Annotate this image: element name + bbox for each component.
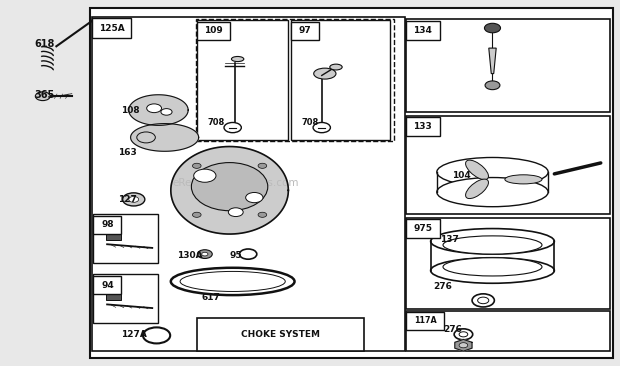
Bar bbox=[406, 220, 440, 238]
Text: 163: 163 bbox=[118, 147, 137, 157]
Polygon shape bbox=[455, 339, 472, 351]
Circle shape bbox=[137, 132, 156, 143]
Text: 276: 276 bbox=[444, 325, 463, 334]
Bar bbox=[91, 8, 613, 358]
Bar bbox=[197, 318, 365, 351]
Circle shape bbox=[161, 109, 172, 115]
Ellipse shape bbox=[314, 68, 336, 79]
Ellipse shape bbox=[443, 236, 542, 254]
Circle shape bbox=[258, 212, 267, 217]
Bar bbox=[406, 312, 445, 329]
Text: 975: 975 bbox=[414, 224, 432, 234]
Bar bbox=[92, 18, 131, 38]
Text: eReplacementParts.com: eReplacementParts.com bbox=[172, 178, 299, 188]
Circle shape bbox=[228, 208, 243, 217]
Text: 109: 109 bbox=[204, 26, 223, 36]
Ellipse shape bbox=[443, 258, 542, 276]
Circle shape bbox=[239, 249, 257, 259]
Polygon shape bbox=[129, 95, 188, 126]
Ellipse shape bbox=[431, 229, 554, 254]
Text: 365: 365 bbox=[35, 90, 55, 101]
Ellipse shape bbox=[466, 160, 489, 180]
Bar bbox=[406, 117, 440, 136]
Bar bbox=[406, 116, 610, 214]
Bar bbox=[197, 20, 288, 140]
Bar bbox=[197, 22, 229, 40]
Text: 97: 97 bbox=[299, 26, 312, 36]
Bar bbox=[92, 17, 405, 351]
Circle shape bbox=[35, 92, 50, 101]
Bar bbox=[106, 231, 122, 239]
Text: 127A: 127A bbox=[122, 330, 147, 339]
Text: 617: 617 bbox=[202, 294, 221, 302]
Polygon shape bbox=[171, 146, 288, 234]
Circle shape bbox=[313, 123, 330, 133]
Circle shape bbox=[129, 197, 139, 202]
Circle shape bbox=[459, 343, 467, 348]
Text: 117A: 117A bbox=[414, 316, 436, 325]
Text: 98: 98 bbox=[101, 220, 113, 229]
Bar bbox=[94, 274, 159, 324]
Circle shape bbox=[202, 252, 208, 256]
Ellipse shape bbox=[192, 163, 268, 211]
Circle shape bbox=[472, 294, 494, 307]
Circle shape bbox=[193, 169, 216, 182]
Text: 708: 708 bbox=[208, 118, 225, 127]
Text: 104: 104 bbox=[452, 171, 471, 180]
Circle shape bbox=[197, 250, 212, 258]
Text: 137: 137 bbox=[440, 235, 459, 244]
Bar bbox=[195, 19, 394, 141]
Circle shape bbox=[123, 193, 145, 206]
Ellipse shape bbox=[431, 258, 554, 283]
Bar bbox=[94, 216, 122, 234]
Ellipse shape bbox=[231, 56, 244, 61]
Circle shape bbox=[484, 23, 500, 33]
Text: 127: 127 bbox=[118, 195, 137, 204]
Bar bbox=[291, 20, 391, 140]
Circle shape bbox=[147, 104, 162, 113]
Text: 134: 134 bbox=[414, 26, 432, 35]
Ellipse shape bbox=[437, 157, 548, 187]
Bar bbox=[406, 218, 610, 309]
Circle shape bbox=[454, 329, 472, 340]
Text: CHOKE SYSTEM: CHOKE SYSTEM bbox=[241, 330, 321, 339]
Circle shape bbox=[192, 212, 201, 217]
Ellipse shape bbox=[180, 272, 285, 291]
Bar bbox=[406, 19, 610, 112]
Text: 94: 94 bbox=[101, 281, 114, 290]
Text: 276: 276 bbox=[434, 283, 453, 291]
Circle shape bbox=[246, 193, 263, 203]
Bar bbox=[406, 311, 610, 351]
Polygon shape bbox=[131, 124, 198, 151]
Text: 125A: 125A bbox=[99, 24, 124, 33]
Ellipse shape bbox=[437, 178, 548, 207]
Text: 130A: 130A bbox=[177, 251, 203, 261]
Polygon shape bbox=[489, 48, 496, 74]
Circle shape bbox=[459, 332, 467, 337]
Circle shape bbox=[224, 123, 241, 133]
Circle shape bbox=[192, 163, 201, 168]
Text: 108: 108 bbox=[122, 105, 140, 115]
Bar bbox=[94, 214, 159, 263]
Ellipse shape bbox=[466, 179, 489, 199]
Circle shape bbox=[258, 163, 267, 168]
Text: 708: 708 bbox=[302, 118, 319, 127]
Bar bbox=[106, 292, 122, 300]
Ellipse shape bbox=[505, 175, 542, 184]
Circle shape bbox=[485, 81, 500, 90]
Ellipse shape bbox=[330, 64, 342, 70]
Bar bbox=[291, 22, 319, 40]
Text: 95: 95 bbox=[229, 251, 242, 261]
Bar bbox=[94, 276, 122, 294]
Circle shape bbox=[477, 297, 489, 304]
Text: 618: 618 bbox=[35, 40, 55, 49]
Circle shape bbox=[243, 251, 253, 257]
Text: 133: 133 bbox=[414, 122, 432, 131]
Bar bbox=[406, 21, 440, 40]
